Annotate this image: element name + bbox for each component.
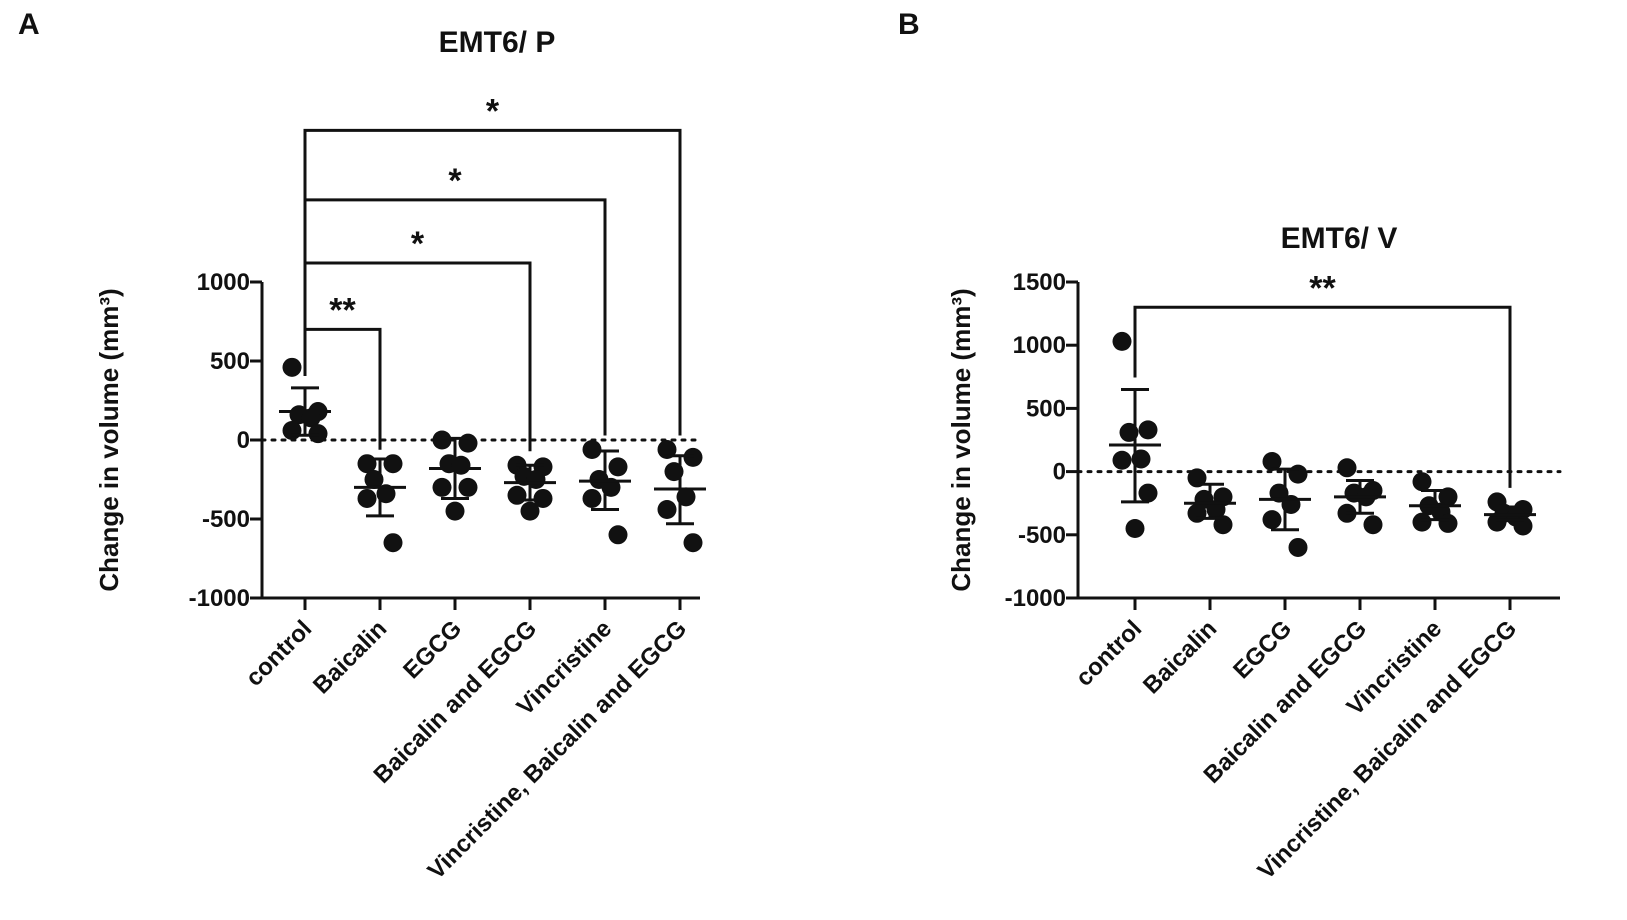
chart-a-significance-label: * [448,162,462,200]
chart-a-significance-label: * [486,92,500,130]
chart-b-significance-label: ** [1309,269,1336,307]
chart-a-data-point [520,501,540,521]
chart-a-y-tick-label: -1000 [189,585,250,612]
chart-b-category-label: control [1071,615,1148,692]
chart-a-title: EMT6/ P [439,26,556,59]
chart-b-data-point [1125,518,1145,538]
chart-b-data-point [1288,464,1308,484]
chart-a-data-point [308,424,328,444]
chart-a-data-point [507,485,527,505]
panel-letter-a: A [18,8,40,41]
chart-b-y-tick-label: 500 [1026,395,1066,422]
chart-a-significance-label: * [411,225,425,263]
chart-a-y-tick-label: 500 [210,348,250,375]
chart-a-y-axis-label: Change in volume (mm³) [94,288,124,591]
chart-a-data-point [683,447,703,467]
chart-a-data-point [458,477,478,497]
chart-b-data-point [1138,420,1158,440]
chart-a-significance-label: ** [329,291,356,329]
chart-b-y-tick-label: 1500 [1013,269,1066,296]
chart-a-data-point [683,533,703,553]
chart-b-category-label: Baicalin [1138,615,1222,699]
chart-a-y-tick-label: 0 [237,427,250,454]
chart-b-data-point [1438,513,1458,533]
chart-b-data-point [1513,516,1533,536]
chart-b-data-point [1213,515,1233,535]
chart-b-category-label: EGCG [1228,615,1297,684]
chart-b-data-point [1438,487,1458,507]
chart-b-data-point [1412,512,1432,532]
chart-b-title: EMT6/ V [1281,222,1398,255]
chart-b-data-point [1337,458,1357,478]
chart-b-data-point [1112,331,1132,351]
chart-b-y-tick-label: 1000 [1013,332,1066,359]
chart-b-data-point [1363,515,1383,535]
chart-a-category-label: Baicalin [308,615,392,699]
chart-a-significance-bracket [303,128,682,436]
chart-a-data-point [533,488,553,508]
chart-a-data-point [582,439,602,459]
chart-b-y-tick-label: -1000 [1005,585,1066,612]
chart-b-data-point [1187,503,1207,523]
chart-a-data-point [432,477,452,497]
chart-a-data-point [608,525,628,545]
chart-a-data-point [432,430,452,450]
chart-a-data-point [383,454,403,474]
chart-b-data-point [1487,512,1507,532]
chart-b-significance-bracket [1133,305,1512,488]
chart-a-category-label: EGCG [398,615,467,684]
chart-b-data-point [1138,483,1158,503]
chart-b-data-point [1412,472,1432,492]
chart-a-data-point [445,501,465,521]
chart-a-y-tick-label: -500 [202,506,250,533]
chart-b-data-point [1262,451,1282,471]
chart-a-data-point [657,439,677,459]
chart-a-y-tick-label: 1000 [197,269,250,296]
chart-b-y-tick-label: -500 [1018,522,1066,549]
chart-a-data-point [608,457,628,477]
chart-a-data-point [657,500,677,520]
chart-b-data-point [1288,537,1308,557]
chart-a-data-point [458,433,478,453]
chart-b-y-tick-label: 0 [1053,459,1066,486]
chart-b-data-point [1112,450,1132,470]
chart-a-data-point [282,357,302,377]
chart-b-y-axis-label: Change in volume (mm³) [946,288,976,591]
panel-letter-b: B [898,8,920,41]
chart-a-data-point [282,421,302,441]
chart-a-data-point [383,533,403,553]
chart-b-data-point [1262,510,1282,530]
chart-a-data-point [357,488,377,508]
chart-a-category-label: control [241,615,318,692]
chart-a-data-point [582,488,602,508]
chart-b-data-point [1187,468,1207,488]
